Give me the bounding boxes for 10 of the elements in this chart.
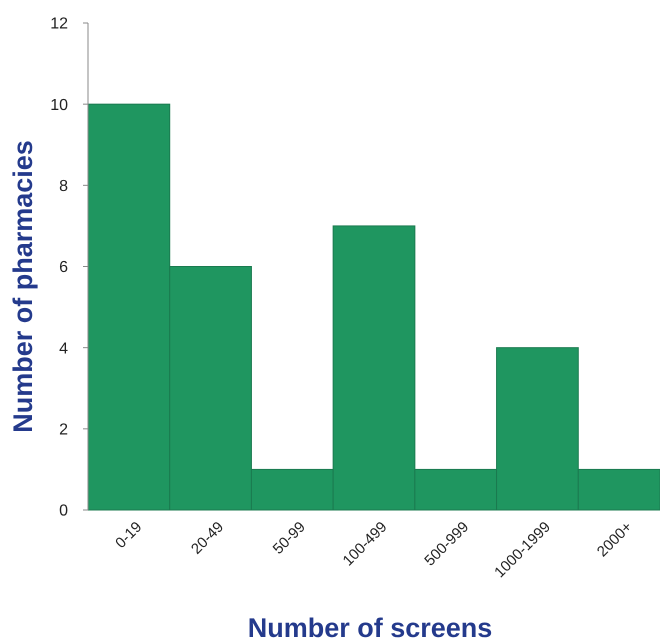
- y-tick-label: 2: [59, 421, 68, 438]
- y-tick-label: 8: [59, 178, 68, 195]
- y-tick-label: 0: [59, 502, 68, 520]
- y-tick-label: 6: [59, 259, 68, 276]
- y-tick-label: 4: [59, 340, 68, 358]
- y-tick-label: 12: [50, 16, 68, 33]
- y-axis-title: Number of pharmacies: [8, 140, 38, 433]
- y-tick-label: 10: [50, 96, 68, 114]
- x-tick-label: 0-19: [112, 518, 146, 552]
- x-axis-title: Number of screens: [248, 613, 492, 641]
